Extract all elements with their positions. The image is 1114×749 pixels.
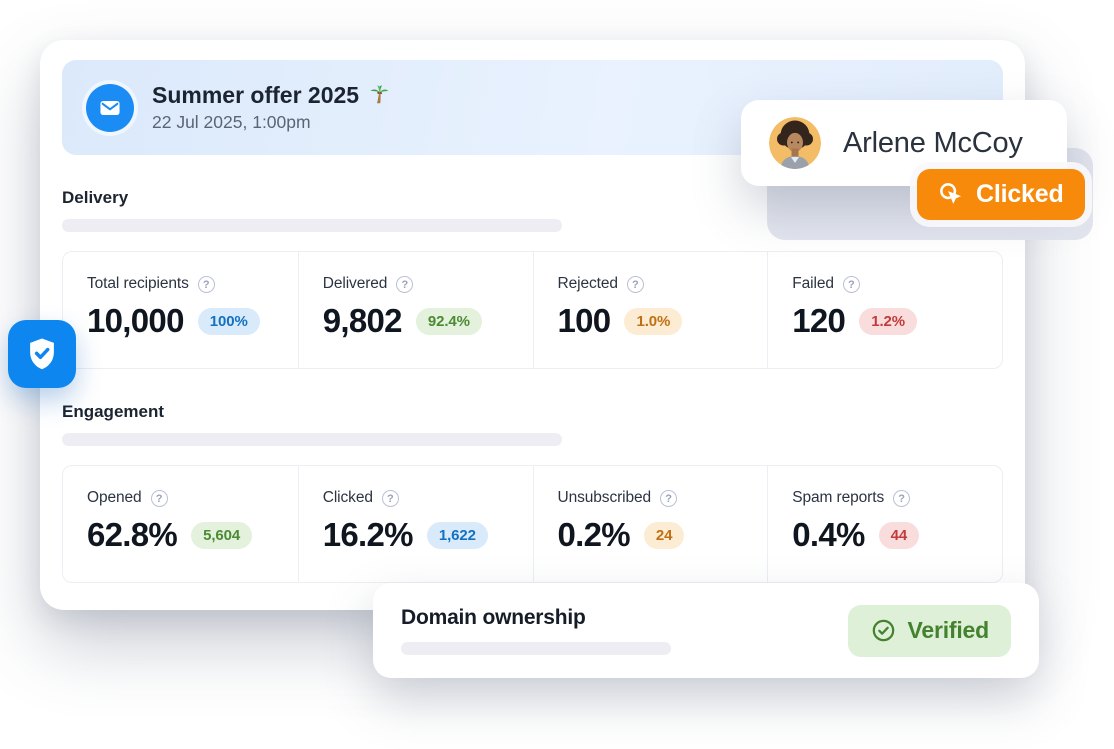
- stat-label: Clicked: [322, 489, 373, 506]
- help-icon[interactable]: ?: [893, 489, 911, 507]
- stat-card-rejected: Rejected ? 100 1.0%: [532, 252, 768, 368]
- stat-badge: 1.0%: [624, 307, 683, 335]
- verified-status-badge: Verified: [847, 604, 1011, 657]
- stat-badge: 5,604: [191, 521, 253, 549]
- stat-value: 120: [792, 302, 846, 339]
- help-icon[interactable]: ?: [396, 275, 414, 293]
- help-icon[interactable]: ?: [381, 489, 399, 507]
- stat-label: Failed: [792, 275, 834, 292]
- campaign-datetime: 22 Jul 2025, 1:00pm: [152, 112, 311, 133]
- campaign-title: Summer offer 2025: [152, 81, 360, 108]
- avatar: [769, 117, 821, 169]
- help-icon[interactable]: ?: [842, 275, 860, 293]
- stat-badge: 92.4%: [415, 307, 482, 335]
- help-icon[interactable]: ?: [626, 275, 644, 293]
- stat-value: 0.2%: [557, 516, 631, 553]
- placeholder-bar: [401, 642, 671, 655]
- stat-badge: 24: [643, 521, 685, 549]
- clicked-status-badge: Clicked: [917, 169, 1085, 220]
- stat-value: 9,802: [322, 302, 403, 339]
- stat-label: Spam reports: [792, 489, 885, 506]
- contact-name: Arlene McCoy: [843, 126, 1023, 159]
- domain-card-title: Domain ownership: [401, 606, 586, 629]
- stat-value: 16.2%: [322, 516, 414, 553]
- stat-card-unsubscribed: Unsubscribed ? 0.2% 24: [532, 466, 768, 582]
- stat-card-clicked: Clicked ? 16.2% 1,622: [297, 466, 533, 582]
- check-circle-icon: [870, 617, 897, 644]
- help-icon[interactable]: ?: [660, 489, 678, 507]
- delivery-stats-row: Total recipients ? 10,000 100% Delivered…: [62, 251, 1003, 369]
- stat-label: Opened: [87, 489, 142, 506]
- placeholder-bar: [62, 219, 562, 232]
- verified-label: Verified: [907, 617, 990, 643]
- stat-label: Total recipients: [87, 275, 189, 292]
- stat-badge: 100%: [197, 307, 260, 335]
- stat-value: 10,000: [87, 302, 184, 339]
- stat-value: 62.8%: [87, 516, 178, 553]
- stat-label: Delivered: [322, 275, 388, 292]
- domain-ownership-card: Domain ownership Verified: [373, 583, 1039, 678]
- stat-label: Rejected: [557, 275, 618, 292]
- delivery-heading: Delivery: [62, 188, 129, 207]
- mail-icon: [86, 83, 134, 132]
- engagement-stats-row: Opened ? 62.8% 5,604 Clicked ? 16.2% 1,6…: [62, 465, 1003, 583]
- engagement-heading: Engagement: [62, 402, 165, 421]
- stat-badge: 1,622: [426, 521, 488, 549]
- stat-card-spam-reports: Spam reports ? 0.4% 44: [767, 466, 1002, 582]
- stat-label: Unsubscribed: [557, 489, 652, 506]
- placeholder-bar: [62, 433, 562, 446]
- clicked-label: Clicked: [976, 180, 1064, 208]
- stat-value: 0.4%: [792, 516, 865, 553]
- palm-tree-icon: [368, 84, 390, 106]
- stat-card-failed: Failed ? 120 1.2%: [767, 252, 1002, 368]
- stat-card-opened: Opened ? 62.8% 5,604: [63, 466, 298, 582]
- stat-badge: 44: [878, 521, 920, 549]
- stat-value: 100: [557, 302, 612, 339]
- stat-card-delivered: Delivered ? 9,802 92.4%: [297, 252, 533, 368]
- cursor-click-icon: [938, 181, 965, 208]
- stat-card-total-recipients: Total recipients ? 10,000 100%: [63, 252, 298, 368]
- shield-check-icon: [8, 320, 76, 388]
- help-icon[interactable]: ?: [197, 275, 215, 293]
- stat-badge: 1.2%: [859, 307, 918, 335]
- help-icon[interactable]: ?: [150, 489, 168, 507]
